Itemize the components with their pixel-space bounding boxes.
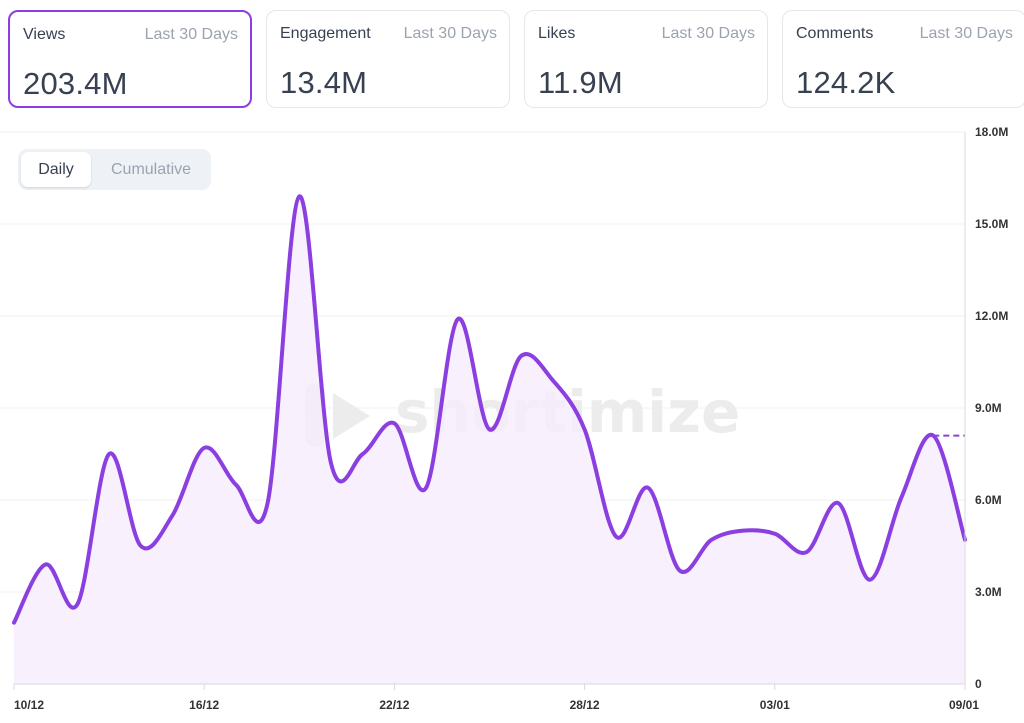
card-comments[interactable]: Comments Last 30 Days 124.2K (782, 10, 1024, 108)
data-point[interactable] (962, 537, 968, 543)
data-point[interactable] (201, 445, 207, 451)
data-point[interactable] (899, 494, 905, 500)
data-point[interactable] (455, 316, 461, 322)
card-label: Engagement (280, 25, 371, 42)
card-engagement[interactable]: Engagement Last 30 Days 13.4M (266, 10, 510, 108)
card-label: Likes (538, 25, 576, 42)
data-point[interactable] (804, 549, 810, 555)
data-point[interactable] (296, 193, 302, 199)
x-tick-label: 09/01 (949, 698, 979, 712)
x-tick-label: 10/12 (14, 698, 44, 712)
card-value: 203.4M (23, 66, 128, 101)
daily-tab[interactable]: Daily (21, 152, 91, 187)
data-point[interactable] (328, 460, 334, 466)
data-point[interactable] (613, 534, 619, 540)
card-likes[interactable]: Likes Last 30 Days 11.9M (524, 10, 768, 108)
data-point[interactable] (43, 561, 49, 567)
series-line (12, 194, 967, 625)
data-point[interactable] (518, 353, 524, 359)
card-period: Last 30 Days (144, 26, 238, 43)
y-tick-label: 15.0M (975, 217, 1008, 231)
data-point[interactable] (74, 601, 80, 607)
x-tick-label: 22/12 (379, 698, 409, 712)
card-value: 11.9M (538, 65, 623, 100)
data-point[interactable] (170, 512, 176, 518)
y-tick-label: 0 (975, 677, 982, 691)
data-point[interactable] (487, 426, 493, 432)
x-tick-label: 28/12 (570, 698, 600, 712)
y-axis-ticks: 0 3.0M 6.0M 9.0M 12.0M 15.0M 18.0M (975, 125, 1008, 691)
data-point[interactable] (360, 451, 366, 457)
x-axis-ticks: 10/12 16/12 22/12 28/12 03/01 09/01 (13, 684, 979, 712)
data-point[interactable] (740, 528, 746, 534)
card-period: Last 30 Days (403, 25, 497, 42)
y-tick-label: 18.0M (975, 125, 1008, 139)
y-tick-label: 3.0M (975, 585, 1002, 599)
data-point[interactable] (582, 426, 588, 432)
data-point[interactable] (423, 485, 429, 491)
data-point[interactable] (677, 568, 683, 574)
card-period: Last 30 Days (661, 25, 755, 42)
card-value: 124.2K (796, 65, 896, 100)
card-label: Views (23, 26, 66, 43)
metric-cards: Views Last 30 Days 203.4M Engagement Las… (8, 10, 1024, 112)
data-point[interactable] (265, 500, 271, 506)
data-point[interactable] (391, 420, 397, 426)
data-point[interactable] (138, 543, 144, 549)
data-point[interactable] (645, 485, 651, 491)
data-point[interactable] (930, 433, 936, 439)
card-views[interactable]: Views Last 30 Days 203.4M (8, 10, 252, 108)
area-fill (14, 196, 965, 684)
data-point[interactable] (106, 451, 112, 457)
data-point[interactable] (708, 537, 714, 543)
card-label: Comments (796, 25, 874, 42)
data-point[interactable] (550, 377, 556, 383)
card-value: 13.4M (280, 65, 368, 100)
data-point[interactable] (11, 620, 17, 626)
data-point[interactable] (233, 482, 239, 488)
x-tick-label: 03/01 (760, 698, 790, 712)
card-period: Last 30 Days (919, 25, 1013, 42)
data-point[interactable] (772, 531, 778, 537)
cumulative-tab[interactable]: Cumulative (110, 161, 192, 178)
x-tick-label: 16/12 (189, 698, 219, 712)
view-toggle: Daily Cumulative (18, 149, 211, 190)
y-tick-label: 9.0M (975, 401, 1002, 415)
data-point[interactable] (835, 500, 841, 506)
y-tick-label: 12.0M (975, 309, 1008, 323)
y-tick-label: 6.0M (975, 493, 1002, 507)
data-point[interactable] (867, 577, 873, 583)
